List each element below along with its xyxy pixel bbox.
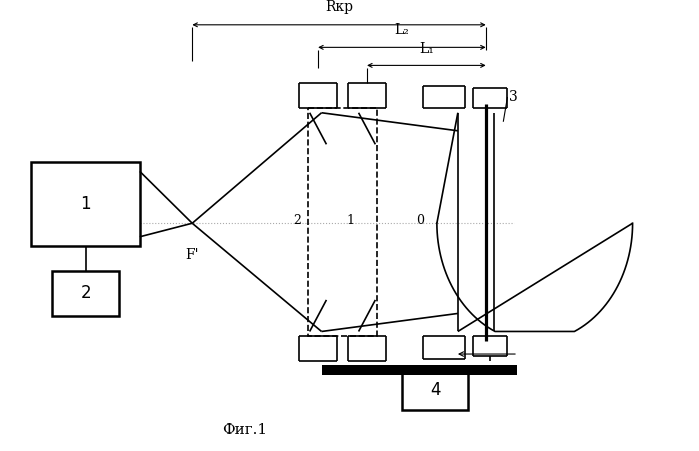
- Text: 1: 1: [80, 195, 91, 213]
- Text: L₁: L₁: [419, 42, 434, 56]
- Text: 1: 1: [347, 215, 354, 227]
- Bar: [308, 108, 377, 336]
- Text: Rкр: Rкр: [325, 0, 353, 14]
- Bar: [322, 365, 517, 375]
- Text: L₂: L₂: [394, 23, 410, 37]
- Text: 0: 0: [417, 215, 424, 227]
- Text: 2: 2: [80, 284, 91, 302]
- Bar: [31, 162, 140, 246]
- Text: 4: 4: [430, 381, 440, 399]
- Text: F': F': [185, 248, 199, 262]
- Text: 3: 3: [509, 90, 518, 104]
- Text: 2: 2: [293, 215, 301, 227]
- Bar: [402, 370, 468, 410]
- Bar: [52, 271, 119, 316]
- Text: Фиг.1: Фиг.1: [222, 423, 267, 437]
